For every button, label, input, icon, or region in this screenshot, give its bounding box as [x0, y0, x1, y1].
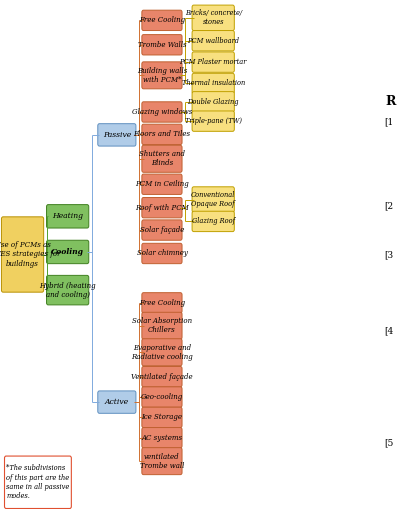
Text: Free Cooling: Free Cooling	[139, 16, 184, 24]
FancyBboxPatch shape	[142, 407, 182, 428]
FancyBboxPatch shape	[1, 217, 44, 292]
FancyBboxPatch shape	[47, 240, 89, 264]
Text: Heating: Heating	[52, 212, 83, 220]
Text: Ice Storage: Ice Storage	[141, 413, 182, 421]
FancyBboxPatch shape	[142, 387, 182, 407]
FancyBboxPatch shape	[142, 293, 182, 313]
Text: ventilated
Trombe wall: ventilated Trombe wall	[139, 453, 184, 470]
Text: [2: [2	[384, 202, 393, 211]
Text: Passive: Passive	[103, 131, 130, 139]
FancyBboxPatch shape	[142, 146, 182, 173]
FancyBboxPatch shape	[142, 102, 182, 122]
Text: [4: [4	[384, 326, 393, 335]
FancyBboxPatch shape	[191, 92, 234, 112]
Text: Use of PCMs as
LHTES strategies for
buildings: Use of PCMs as LHTES strategies for buil…	[0, 241, 60, 268]
Text: Double Glazing: Double Glazing	[187, 98, 238, 106]
FancyBboxPatch shape	[142, 62, 182, 89]
Text: Shutters and
Blinds: Shutters and Blinds	[139, 150, 184, 167]
FancyBboxPatch shape	[47, 275, 89, 305]
FancyBboxPatch shape	[97, 124, 135, 146]
FancyBboxPatch shape	[142, 339, 182, 366]
Text: Solar Absorption
Chillers: Solar Absorption Chillers	[132, 317, 191, 334]
Text: Hybrid (heating
and cooling): Hybrid (heating and cooling)	[39, 281, 96, 299]
Text: Cooling: Cooling	[51, 248, 84, 256]
Text: Geo-cooling: Geo-cooling	[140, 393, 183, 401]
Text: Active: Active	[105, 398, 128, 406]
FancyBboxPatch shape	[191, 5, 234, 31]
Text: Ventilated façade: Ventilated façade	[131, 373, 192, 381]
Text: Glazing windows: Glazing windows	[131, 108, 192, 116]
Text: AC systems: AC systems	[141, 434, 182, 442]
FancyBboxPatch shape	[142, 428, 182, 448]
Text: Solar chimney: Solar chimney	[136, 249, 187, 258]
FancyBboxPatch shape	[191, 52, 234, 72]
FancyBboxPatch shape	[142, 10, 182, 31]
Text: R: R	[384, 95, 395, 108]
FancyBboxPatch shape	[4, 456, 71, 508]
Text: PCM wallboard: PCM wallboard	[187, 37, 238, 45]
Text: *The subdivisions
of this part are the
same in all passive
modes.: *The subdivisions of this part are the s…	[6, 465, 70, 500]
Text: Roof with PCM: Roof with PCM	[135, 204, 189, 212]
FancyBboxPatch shape	[191, 187, 234, 212]
FancyBboxPatch shape	[142, 197, 182, 218]
Text: [1: [1	[384, 118, 393, 127]
Text: PCM Plaster mortar: PCM Plaster mortar	[179, 58, 246, 66]
Text: PCM in Ceiling: PCM in Ceiling	[135, 180, 189, 188]
Text: Thermal insulation: Thermal insulation	[181, 79, 244, 88]
Text: Building walls
with PCM*: Building walls with PCM*	[137, 67, 187, 84]
Text: Free Cooling: Free Cooling	[139, 299, 184, 307]
FancyBboxPatch shape	[191, 31, 234, 51]
FancyBboxPatch shape	[142, 448, 182, 474]
FancyBboxPatch shape	[142, 220, 182, 240]
Text: [5: [5	[384, 438, 393, 447]
FancyBboxPatch shape	[142, 366, 182, 387]
Text: Bricks/ concrete/
stones: Bricks/ concrete/ stones	[184, 9, 241, 26]
FancyBboxPatch shape	[47, 205, 89, 228]
Text: Evaporative and
Radiative cooling: Evaporative and Radiative cooling	[131, 344, 192, 361]
Text: Glazing Roof: Glazing Roof	[191, 217, 234, 225]
Text: Floors and Tiles: Floors and Tiles	[133, 130, 190, 138]
FancyBboxPatch shape	[191, 211, 234, 232]
FancyBboxPatch shape	[191, 111, 234, 131]
FancyBboxPatch shape	[142, 243, 182, 264]
FancyBboxPatch shape	[191, 73, 234, 94]
FancyBboxPatch shape	[142, 313, 182, 340]
FancyBboxPatch shape	[142, 174, 182, 194]
Text: Conventional
Opaque Roof: Conventional Opaque Roof	[191, 191, 235, 208]
FancyBboxPatch shape	[142, 124, 182, 145]
Text: Triple-pane (TW): Triple-pane (TW)	[184, 117, 241, 125]
FancyBboxPatch shape	[142, 35, 182, 55]
Text: Trombe Walls: Trombe Walls	[137, 41, 186, 49]
FancyBboxPatch shape	[97, 391, 135, 413]
Text: [3: [3	[384, 250, 393, 259]
Text: Solar façade: Solar façade	[139, 226, 184, 234]
